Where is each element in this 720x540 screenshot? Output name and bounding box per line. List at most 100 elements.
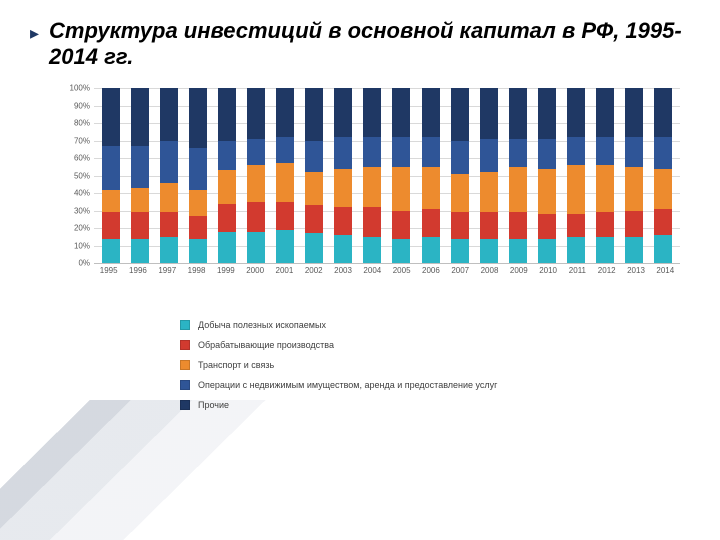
- stacked-bar: [451, 88, 469, 263]
- bar-segment: [305, 233, 323, 263]
- bar-segment: [596, 237, 614, 263]
- bar-segment: [451, 212, 469, 238]
- x-tick: 2000: [240, 266, 269, 275]
- bar-segment: [131, 88, 149, 146]
- bar-segment: [654, 235, 672, 263]
- legend-item: Транспорт и связь: [180, 360, 497, 370]
- bar-segment: [567, 237, 585, 263]
- x-tick: 2007: [446, 266, 475, 275]
- y-tick: 40%: [60, 189, 90, 198]
- bar-segment: [625, 167, 643, 211]
- bar-segment: [160, 212, 178, 237]
- bar-segment: [131, 188, 149, 213]
- bar-segment: [102, 146, 120, 190]
- bar-column: [300, 88, 329, 263]
- bar-segment: [654, 137, 672, 169]
- legend-item: Прочие: [180, 400, 497, 410]
- investment-structure-chart: 0%10%20%30%40%50%60%70%80%90%100% 199519…: [60, 88, 680, 288]
- stacked-bar: [160, 88, 178, 263]
- decorative-shadow: [0, 400, 327, 540]
- bar-segment: [305, 141, 323, 173]
- bar-segment: [218, 232, 236, 264]
- bar-segment: [567, 88, 585, 137]
- legend-swatch: [180, 360, 190, 370]
- bar-segment: [363, 207, 381, 237]
- bar-segment: [509, 239, 527, 264]
- stacked-bar: [538, 88, 556, 263]
- bar-segment: [654, 169, 672, 209]
- bar-segment: [247, 165, 265, 202]
- bar-segment: [451, 88, 469, 141]
- x-tick: 1998: [182, 266, 211, 275]
- bar-segment: [625, 211, 643, 237]
- page-title: Структура инвестиций в основной капитал …: [49, 18, 690, 71]
- stacked-bar: [422, 88, 440, 263]
- bar-segment: [160, 88, 178, 141]
- bar-segment: [596, 137, 614, 165]
- bar-column: [271, 88, 300, 263]
- bar-segment: [131, 212, 149, 238]
- bar-segment: [480, 88, 498, 139]
- bar-segment: [218, 170, 236, 203]
- bar-segment: [276, 230, 294, 263]
- x-tick: 2003: [328, 266, 357, 275]
- bar-column: [591, 88, 620, 263]
- x-tick: 2013: [621, 266, 650, 275]
- bar-segment: [509, 167, 527, 213]
- bar-segment: [305, 205, 323, 233]
- legend-label: Добыча полезных ископаемых: [198, 320, 326, 330]
- bar-segment: [625, 237, 643, 263]
- bar-segment: [276, 88, 294, 137]
- y-tick: 10%: [60, 241, 90, 250]
- bar-column: [445, 88, 474, 263]
- bar-segment: [189, 239, 207, 264]
- bar-column: [125, 88, 154, 263]
- bar-segment: [480, 172, 498, 212]
- stacked-bar: [596, 88, 614, 263]
- y-tick: 50%: [60, 171, 90, 180]
- bar-segment: [102, 239, 120, 264]
- bar-segment: [509, 212, 527, 238]
- legend-label: Обрабатывающие производства: [198, 340, 334, 350]
- bar-column: [358, 88, 387, 263]
- x-tick: 1996: [123, 266, 152, 275]
- bar-segment: [422, 167, 440, 209]
- bar-segment: [218, 141, 236, 171]
- bar-segment: [160, 141, 178, 183]
- stacked-bar: [567, 88, 585, 263]
- legend-item: Обрабатывающие производства: [180, 340, 497, 350]
- bar-segment: [654, 209, 672, 235]
- x-tick: 2012: [592, 266, 621, 275]
- stacked-bar: [363, 88, 381, 263]
- stacked-bar: [334, 88, 352, 263]
- legend-swatch: [180, 380, 190, 390]
- bar-segment: [102, 88, 120, 146]
- x-tick: 2014: [651, 266, 680, 275]
- bar-segment: [160, 183, 178, 213]
- title-row: ▸ Структура инвестиций в основной капита…: [30, 18, 690, 71]
- x-axis: 1995199619971998199920002001200220032004…: [94, 266, 680, 275]
- bar-column: [503, 88, 532, 263]
- stacked-bar: [189, 88, 207, 263]
- bar-segment: [363, 137, 381, 167]
- bar-segment: [451, 174, 469, 213]
- bar-segment: [392, 137, 410, 167]
- x-tick: 2008: [475, 266, 504, 275]
- bar-column: [416, 88, 445, 263]
- bar-column: [154, 88, 183, 263]
- bar-column: [241, 88, 270, 263]
- bar-segment: [451, 239, 469, 264]
- bar-segment: [596, 212, 614, 237]
- bar-column: [532, 88, 561, 263]
- y-tick: 20%: [60, 224, 90, 233]
- bars-container: [94, 88, 680, 263]
- bar-segment: [422, 137, 440, 167]
- legend-swatch: [180, 400, 190, 410]
- bar-segment: [334, 88, 352, 137]
- bar-segment: [247, 139, 265, 165]
- bar-segment: [567, 165, 585, 214]
- stacked-bar: [305, 88, 323, 263]
- bar-segment: [422, 88, 440, 137]
- stacked-bar: [654, 88, 672, 263]
- bar-segment: [538, 139, 556, 169]
